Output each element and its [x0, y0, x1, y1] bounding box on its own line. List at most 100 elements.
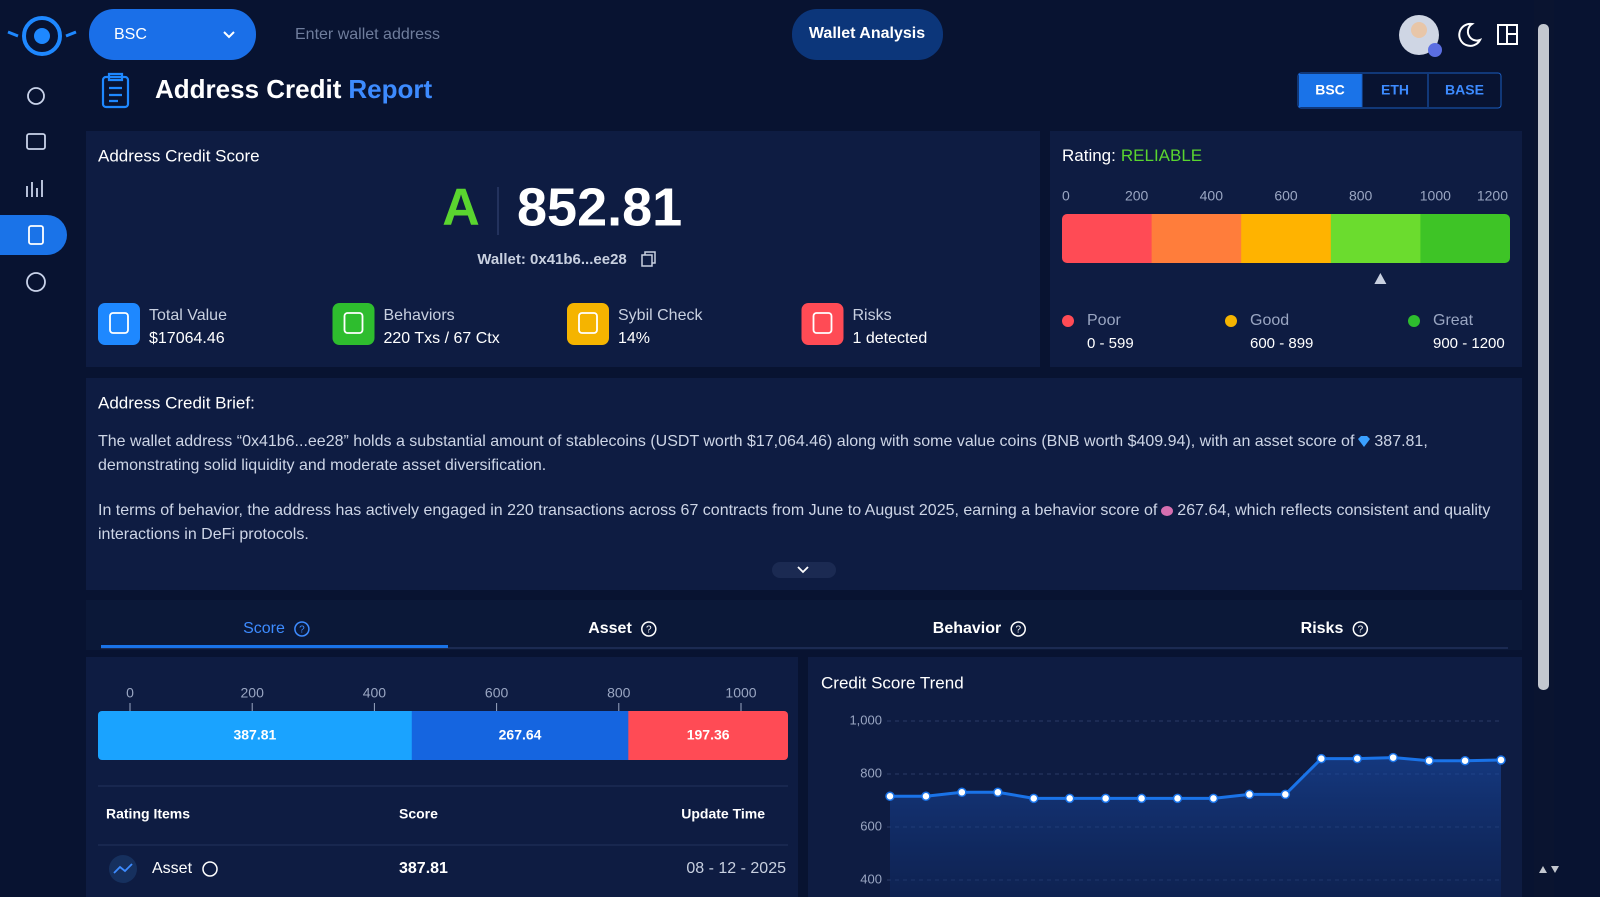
- tab-group: Score? Asset? Behavior? Risks?: [101, 620, 1369, 648]
- trend-point[interactable]: [1496, 755, 1506, 765]
- wallet-analysis-button[interactable]: [792, 9, 943, 60]
- nav-active-edge: [0, 215, 20, 255]
- tab-label[interactable]: Asset: [588, 620, 632, 637]
- y-tick-label: 800: [860, 765, 882, 780]
- stat-label: Behaviors: [384, 307, 455, 324]
- trend-point[interactable]: [1064, 793, 1075, 804]
- help-icon[interactable]: [1010, 621, 1026, 637]
- help-icon[interactable]: [202, 861, 218, 877]
- stat-value: 220 Txs / 67 Ctx: [384, 330, 500, 347]
- trend-point[interactable]: [1424, 756, 1434, 766]
- row-icon-glyph: [113, 863, 133, 874]
- trend-point[interactable]: [1172, 793, 1183, 804]
- network-select[interactable]: [89, 9, 256, 60]
- breakdown-bar: [98, 711, 788, 760]
- trend-point[interactable]: [921, 791, 931, 802]
- logo: [7, 16, 77, 56]
- brief-paragraph: In terms of behavior, the address has ac…: [98, 499, 1513, 547]
- chain-tabs: [1297, 72, 1502, 109]
- stat-label: Risks: [853, 307, 892, 324]
- stat-icon-glyph: [109, 312, 129, 334]
- stat-label: Total Value: [149, 307, 227, 324]
- help-icon-glyph: ?: [646, 625, 652, 636]
- legend-name: Poor: [1087, 312, 1121, 329]
- trend-line: [890, 756, 1502, 800]
- page-title-accent: Report: [348, 74, 432, 104]
- legend-range: 600 - 899: [1250, 335, 1313, 352]
- stats-row: Total Value $17064.46 Behaviors 220 Txs / 6…: [98, 303, 927, 347]
- tabs-bar: [86, 600, 1522, 650]
- trend-point[interactable]: [1316, 753, 1327, 764]
- tab-label[interactable]: Behavior: [933, 620, 1001, 637]
- table-cell: Asset: [152, 860, 193, 877]
- chain-tab-active: [1299, 74, 1362, 107]
- table-cell: 08 - 12 - 2025: [686, 860, 786, 877]
- help-icon[interactable]: [1352, 621, 1369, 637]
- rating-table: Rating Items Score Update Time Asset 387.81 0…: [106, 806, 786, 883]
- help-icon[interactable]: [641, 621, 657, 637]
- scrollbar-thumb[interactable]: [1538, 24, 1549, 690]
- gauge-tick-label: 800: [1349, 188, 1373, 204]
- wallet-input-placeholder[interactable]: Enter wallet address: [295, 26, 440, 43]
- theme-toggle[interactable]: [1458, 22, 1483, 47]
- trend-point[interactable]: [957, 787, 967, 798]
- trend-point[interactable]: [1352, 753, 1362, 764]
- asset-gem-icon: [1358, 436, 1371, 447]
- wallet-analysis-button-label: Wallet Analysis: [809, 25, 925, 42]
- rating-value: RELIABLE: [1121, 146, 1202, 165]
- report-icon: [101, 72, 130, 109]
- table-cell: 387.81: [399, 860, 448, 877]
- trend-point[interactable]: [1244, 789, 1255, 800]
- legend-dot: [1062, 315, 1074, 327]
- avatar-face: [1411, 22, 1427, 38]
- trend-point[interactable]: [1029, 793, 1039, 804]
- trend-point[interactable]: [1280, 789, 1291, 800]
- nav-icon-overview[interactable]: [27, 87, 45, 105]
- score-breakdown: 0 200 400 600 800 1000 387.81 267.64 197.36: [98, 685, 788, 760]
- gauge-segment: [1420, 214, 1510, 263]
- gauge-tick-label: 600: [1274, 188, 1298, 204]
- table-header: Update Time: [681, 806, 765, 822]
- layout-toggle[interactable]: [1497, 24, 1518, 45]
- trend-point[interactable]: [885, 791, 895, 802]
- nav-icon-stats[interactable]: [26, 180, 43, 197]
- help-icon[interactable]: [294, 621, 310, 637]
- chain-tab[interactable]: BASE: [1445, 82, 1484, 98]
- network-select-label: BSC: [114, 26, 147, 43]
- breakdown-segment: [411, 711, 629, 760]
- brief-text: 387.81, demonstrating solid liquidity an…: [98, 433, 1428, 474]
- tab-label[interactable]: Risks: [1301, 620, 1344, 637]
- chain-tab[interactable]: BSC: [1315, 82, 1345, 98]
- legend-range: 900 - 1200: [1433, 335, 1505, 352]
- nav-icon-analysis[interactable]: [26, 133, 46, 150]
- trend-point[interactable]: [1208, 793, 1219, 804]
- gauge-segment: [1062, 214, 1153, 263]
- breakdown-segment-label: 197.36: [687, 727, 730, 743]
- chain-tab-group: BSC ETH BASE: [1299, 74, 1484, 107]
- trend-point[interactable]: [1388, 752, 1398, 763]
- page-title: Address Credit Report: [155, 74, 433, 104]
- trend-point[interactable]: [1100, 793, 1111, 804]
- chain-tab[interactable]: ETH: [1381, 82, 1409, 98]
- credit-score: 852.81: [517, 177, 682, 237]
- nav-icon-favorites[interactable]: [26, 272, 46, 292]
- nav-icon-report[interactable]: [28, 225, 44, 245]
- tab-label[interactable]: Score: [243, 620, 285, 637]
- gauge-tick-label: 200: [1125, 188, 1149, 204]
- help-icon-glyph: ?: [1358, 625, 1364, 636]
- copy-icon[interactable]: [641, 251, 656, 267]
- trend-point[interactable]: [993, 787, 1003, 798]
- behavior-brain-icon: [1161, 506, 1174, 516]
- breakdown-tick-label: 800: [607, 685, 631, 701]
- table-header: Rating Items: [106, 806, 190, 822]
- breakdown-tick-label: 400: [363, 685, 387, 701]
- breakdown-tick-label: 1000: [725, 685, 756, 701]
- scroll-arrows[interactable]: [1539, 866, 1559, 873]
- trend-point[interactable]: [1460, 756, 1470, 766]
- tab-underline: [101, 645, 448, 648]
- stat-icon-glyph: [812, 312, 833, 334]
- breakdown-segment-label: 387.81: [233, 727, 276, 743]
- trend-point[interactable]: [1136, 793, 1147, 804]
